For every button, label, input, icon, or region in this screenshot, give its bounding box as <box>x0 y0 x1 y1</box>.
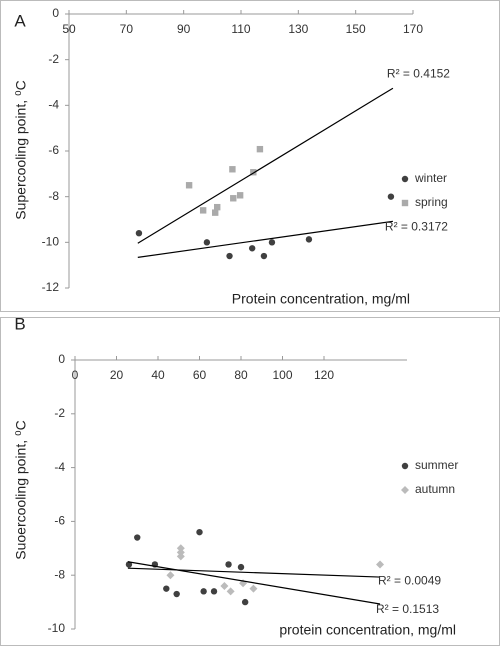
x-tick-label: 150 <box>346 22 366 36</box>
point <box>248 245 256 252</box>
point <box>229 166 236 173</box>
y-tick-label: -2 <box>48 52 59 66</box>
y-tick-label: -6 <box>48 143 59 157</box>
point <box>250 169 257 176</box>
y-axis-title: Suoercooling point, ⁰C <box>13 420 29 559</box>
point <box>376 560 385 569</box>
x-tick-label: 60 <box>193 368 207 382</box>
x-tick-label: 110 <box>231 22 250 36</box>
x-tick-label: 20 <box>110 368 124 382</box>
y-tick-label: -12 <box>42 280 60 294</box>
legend-marker <box>401 175 409 183</box>
point <box>166 571 175 580</box>
legend-marker <box>401 486 409 494</box>
point <box>212 209 219 216</box>
point <box>134 534 141 541</box>
y-tick-label: -2 <box>54 406 65 420</box>
point <box>249 584 258 593</box>
trendline <box>137 87 394 244</box>
point <box>176 548 185 557</box>
x-tick-label: 0 <box>72 368 79 382</box>
y-tick-label: -4 <box>48 98 59 112</box>
point <box>196 528 203 536</box>
point <box>305 236 313 243</box>
point <box>230 195 237 202</box>
y-tick-label: 0 <box>58 352 65 366</box>
point <box>200 588 207 595</box>
panel-label: A <box>14 11 26 30</box>
y-tick-label: -6 <box>54 514 65 528</box>
point <box>203 239 211 246</box>
x-tick-label: 90 <box>177 22 191 36</box>
trendline <box>137 220 394 258</box>
point <box>226 587 235 596</box>
legend-label: summer <box>415 458 458 472</box>
legend-marker <box>401 462 409 470</box>
legend-marker <box>401 199 409 207</box>
y-tick-label: -10 <box>42 235 60 249</box>
x-tick-label: 40 <box>151 368 165 382</box>
trend-label: R² = 0.1513 <box>376 602 439 616</box>
panel-frame <box>0 0 500 312</box>
y-tick-label: -8 <box>48 189 59 203</box>
point <box>387 193 395 200</box>
point <box>260 252 268 260</box>
point <box>210 588 218 595</box>
x-axis-title: Protein concentration, mg/ml <box>232 291 410 307</box>
point <box>163 585 170 592</box>
trendline <box>127 561 381 605</box>
point <box>173 590 180 598</box>
y-axis-title: Supercooling point, ⁰C <box>13 80 29 219</box>
point <box>176 552 185 561</box>
point <box>135 230 143 237</box>
y-tick-label: -8 <box>54 567 65 581</box>
x-tick-label: 100 <box>272 368 292 382</box>
x-tick-label: 120 <box>314 368 334 382</box>
panel-label: B <box>14 314 25 333</box>
x-axis-title: protein concentration, mg/ml <box>279 622 456 638</box>
point <box>241 598 249 606</box>
point <box>256 145 264 153</box>
legend-label: spring <box>415 195 448 209</box>
legend-label: autumn <box>415 482 455 496</box>
trend-label: R² = 0.0049 <box>378 573 441 587</box>
x-tick-label: 80 <box>234 368 248 382</box>
x-tick-label: 130 <box>288 22 308 36</box>
point <box>236 192 244 199</box>
trendline <box>127 567 381 578</box>
legend-label: winter <box>414 171 447 185</box>
point <box>185 182 193 189</box>
x-tick-label: 50 <box>62 22 76 36</box>
x-tick-label: 70 <box>120 22 134 36</box>
point <box>220 581 229 590</box>
point <box>237 563 245 571</box>
trend-label: R² = 0.3172 <box>385 219 448 233</box>
point <box>225 561 232 568</box>
point <box>199 207 207 214</box>
point <box>226 252 233 260</box>
x-tick-label: 170 <box>403 22 423 36</box>
point <box>125 561 133 568</box>
y-tick-label: -10 <box>48 621 66 635</box>
point <box>176 544 185 553</box>
point <box>268 239 276 246</box>
y-tick-label: 0 <box>52 6 59 20</box>
point <box>214 203 221 211</box>
trend-label: R² = 0.4152 <box>387 66 450 80</box>
y-tick-label: -4 <box>54 460 65 474</box>
